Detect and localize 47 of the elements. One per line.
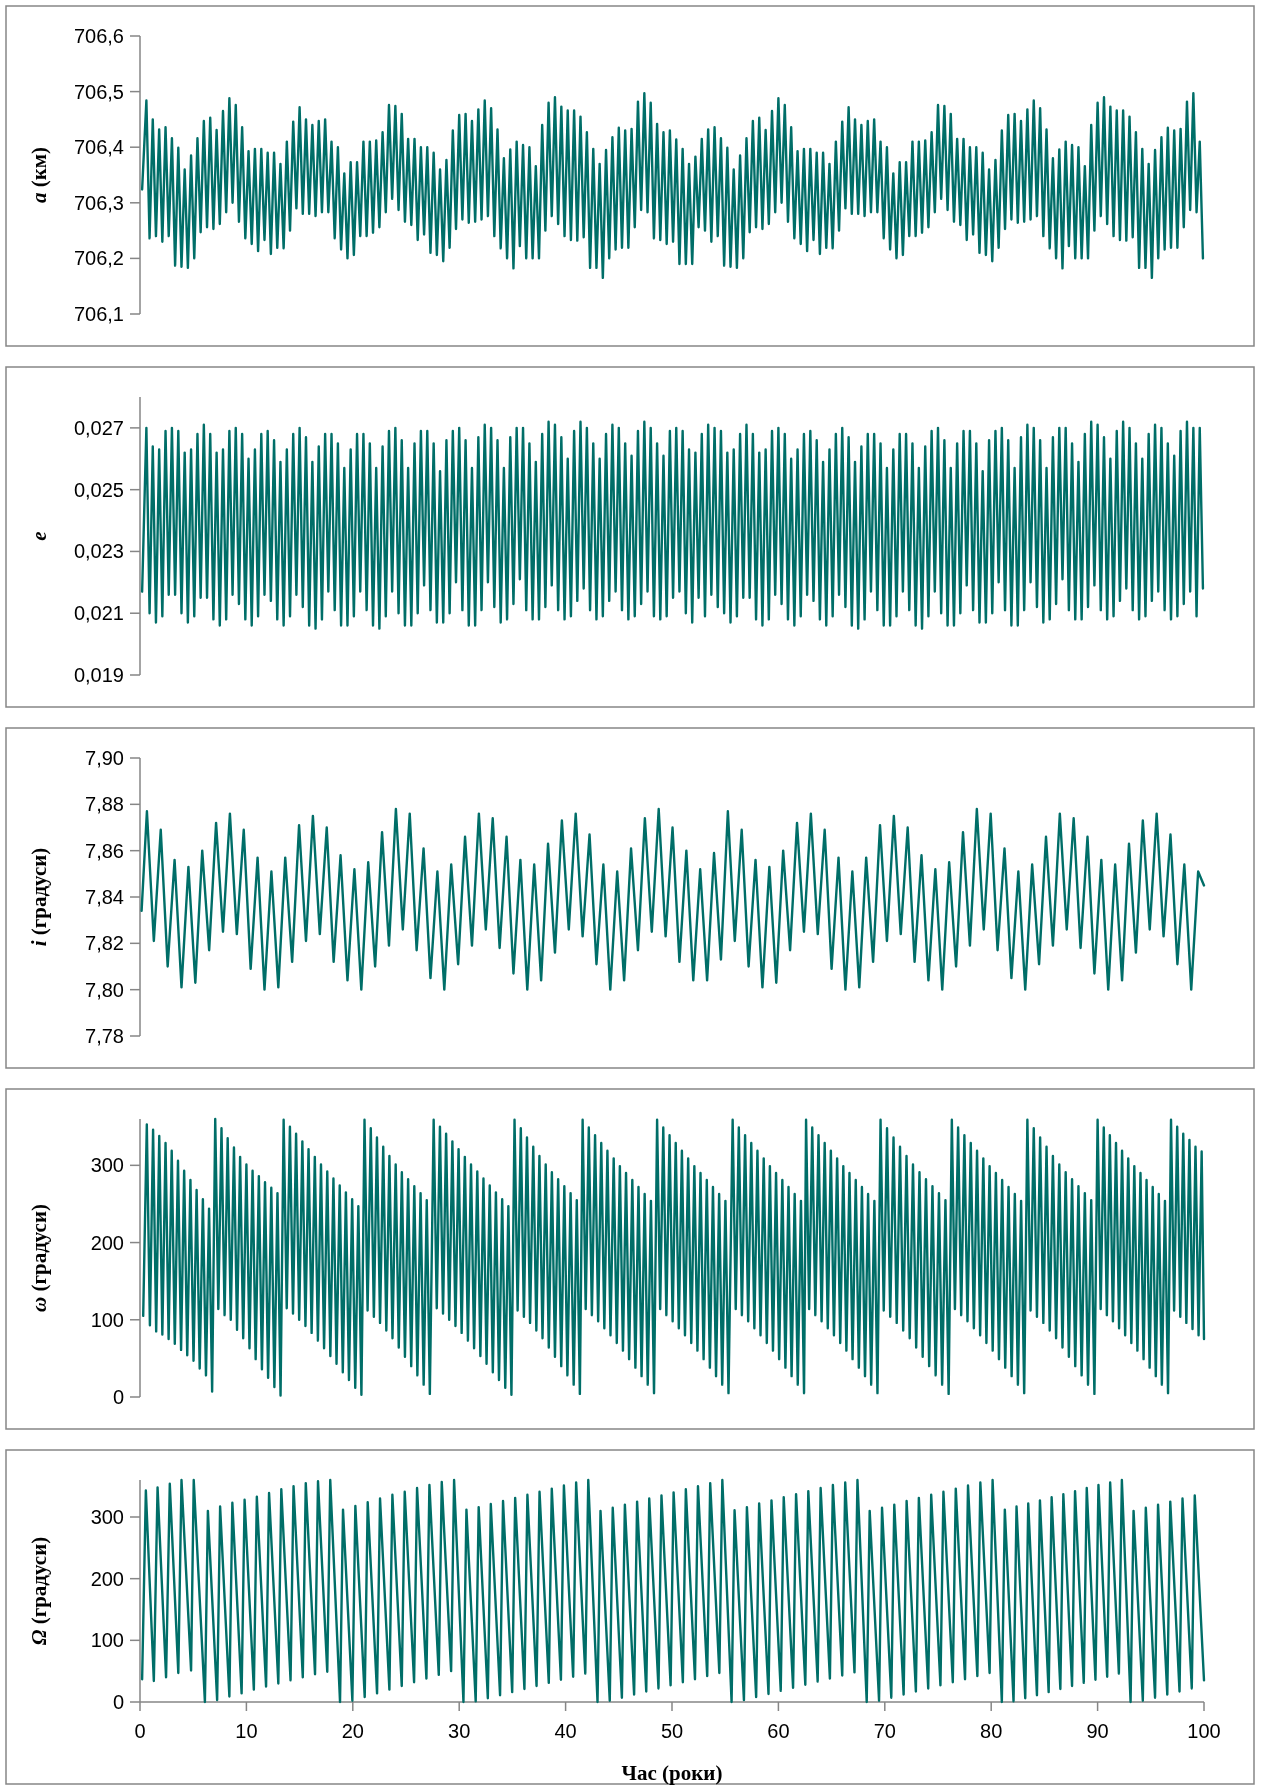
y-tick-label: 706,1 (73, 303, 124, 325)
y-tick-label: 300 (90, 1154, 124, 1177)
x-tick-label: 10 (235, 1720, 258, 1742)
y-tick-label: 0,021 (73, 602, 124, 625)
y-tick-label: 706,6 (73, 25, 124, 47)
y-tick-label: 0,027 (73, 416, 124, 439)
y-tick-label: 7,90 (85, 747, 124, 769)
x-axis-title: Час (роки) (621, 1761, 723, 1785)
x-tick-label: 100 (1187, 1720, 1221, 1742)
y-tick-label: 7,80 (85, 978, 124, 1001)
x-tick-label: 90 (1086, 1720, 1109, 1742)
x-tick-label: 40 (554, 1720, 577, 1742)
y-tick-label: 7,78 (85, 1025, 124, 1047)
line-series (141, 1117, 1206, 1397)
y-tick-label: 0,019 (73, 664, 124, 686)
y-tick-label: 100 (90, 1308, 124, 1331)
line-series (140, 420, 1205, 630)
y-axis-title: i (градуси) (27, 847, 51, 947)
y-tick-label: 706,2 (73, 247, 124, 270)
x-tick-label: 30 (448, 1720, 471, 1742)
line-series (140, 92, 1205, 280)
y-axis-title: ω (градуси) (27, 1203, 51, 1313)
y-tick-label: 7,86 (85, 839, 124, 862)
y-tick-label: 706,3 (73, 191, 124, 214)
y-tick-label: 100 (90, 1629, 124, 1652)
y-tick-label: 300 (90, 1506, 124, 1528)
line-series (140, 807, 1206, 991)
y-axis-title: e (27, 531, 51, 541)
y-tick-label: 7,88 (85, 793, 124, 816)
y-tick-label: 0,023 (73, 540, 124, 563)
x-tick-label: 0 (134, 1720, 146, 1742)
y-tick-label: 0 (112, 1386, 124, 1408)
y-tick-label: 200 (90, 1231, 124, 1254)
y-tick-label: 7,82 (85, 932, 124, 955)
y-axis-title: a (км) (27, 146, 51, 204)
y-tick-label: 7,84 (85, 886, 124, 908)
x-tick-label: 80 (980, 1720, 1003, 1742)
y-tick-label: 706,4 (73, 136, 124, 159)
y-tick-label: 706,5 (73, 80, 124, 103)
x-tick-label: 20 (341, 1720, 364, 1742)
y-tick-label: 0 (112, 1691, 124, 1713)
y-tick-label: 0,025 (73, 478, 124, 501)
y-axis-title: Ω (градуси) (27, 1536, 51, 1646)
x-tick-label: 50 (660, 1720, 684, 1742)
x-tick-label: 70 (873, 1720, 896, 1742)
x-tick-label: 60 (767, 1720, 790, 1742)
y-tick-label: 200 (90, 1567, 124, 1590)
